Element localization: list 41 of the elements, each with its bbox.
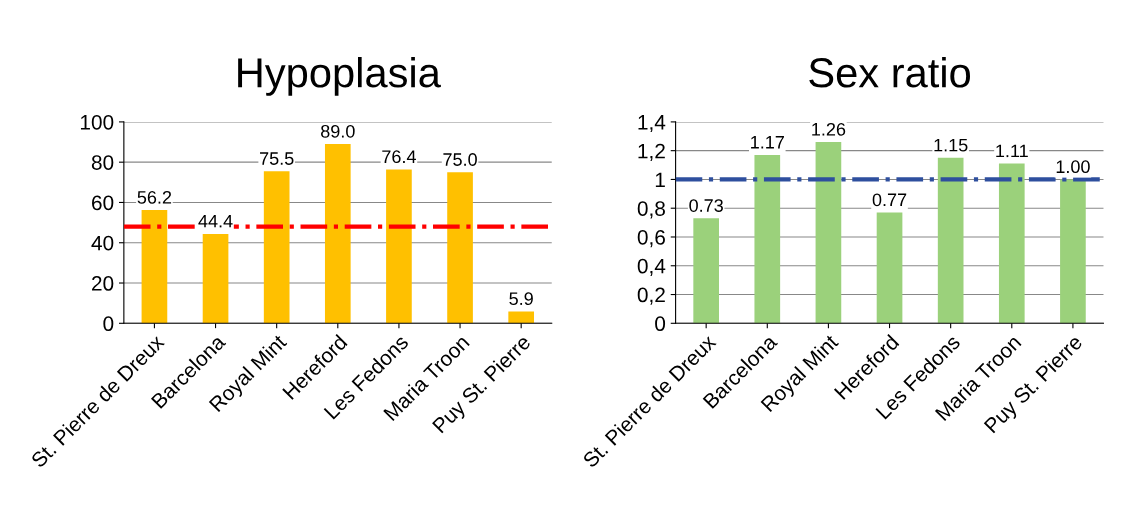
data-label: 1.26 — [812, 122, 846, 136]
data-label: 56.2 — [137, 190, 172, 204]
chart-title: Hypoplasia — [238, 56, 441, 96]
bar — [1060, 179, 1086, 324]
y-tick-label: 0 — [103, 316, 114, 332]
y-tick-label: 1,2 — [638, 143, 665, 161]
y-tick-label: 100 — [80, 114, 114, 130]
bar — [447, 172, 473, 324]
y-tick-label: 0 — [655, 316, 666, 332]
bar — [263, 171, 290, 324]
data-label: 1.15 — [934, 138, 968, 152]
bar — [386, 169, 412, 324]
bar — [815, 142, 842, 324]
y-tick-label: 20 — [92, 276, 114, 291]
y-tick-label: 1 — [655, 172, 665, 187]
data-label: 76.4 — [382, 150, 416, 164]
bar — [998, 163, 1025, 324]
data-label: 0.77 — [872, 193, 907, 207]
y-tick-label: 0,8 — [637, 201, 665, 219]
bar — [141, 210, 168, 324]
y-tick-label: 0,6 — [637, 229, 665, 248]
data-label: 0.73 — [689, 199, 723, 212]
data-label: 75.0 — [443, 153, 477, 166]
bar — [693, 218, 719, 324]
bar — [937, 157, 964, 324]
y-tick-label: 0,4 — [637, 258, 666, 276]
y-tick-label: 1,4 — [638, 115, 666, 133]
data-label: 1.11 — [996, 144, 1028, 158]
data-label: 5.9 — [509, 292, 533, 306]
y-tick-label: 40 — [91, 235, 114, 251]
bar — [202, 233, 229, 324]
bar — [876, 212, 903, 324]
data-label: 1.00 — [1056, 160, 1090, 174]
y-tick-label: 80 — [91, 155, 114, 170]
data-label: 44.4 — [198, 214, 233, 228]
y-tick-label: 0,2 — [637, 287, 665, 305]
chart-title: Sex ratio — [809, 56, 971, 88]
data-label: 75.5 — [260, 152, 294, 165]
data-label: 89.0 — [321, 124, 355, 138]
data-label: 1.17 — [751, 136, 784, 149]
y-tick-label: 60 — [92, 195, 114, 211]
